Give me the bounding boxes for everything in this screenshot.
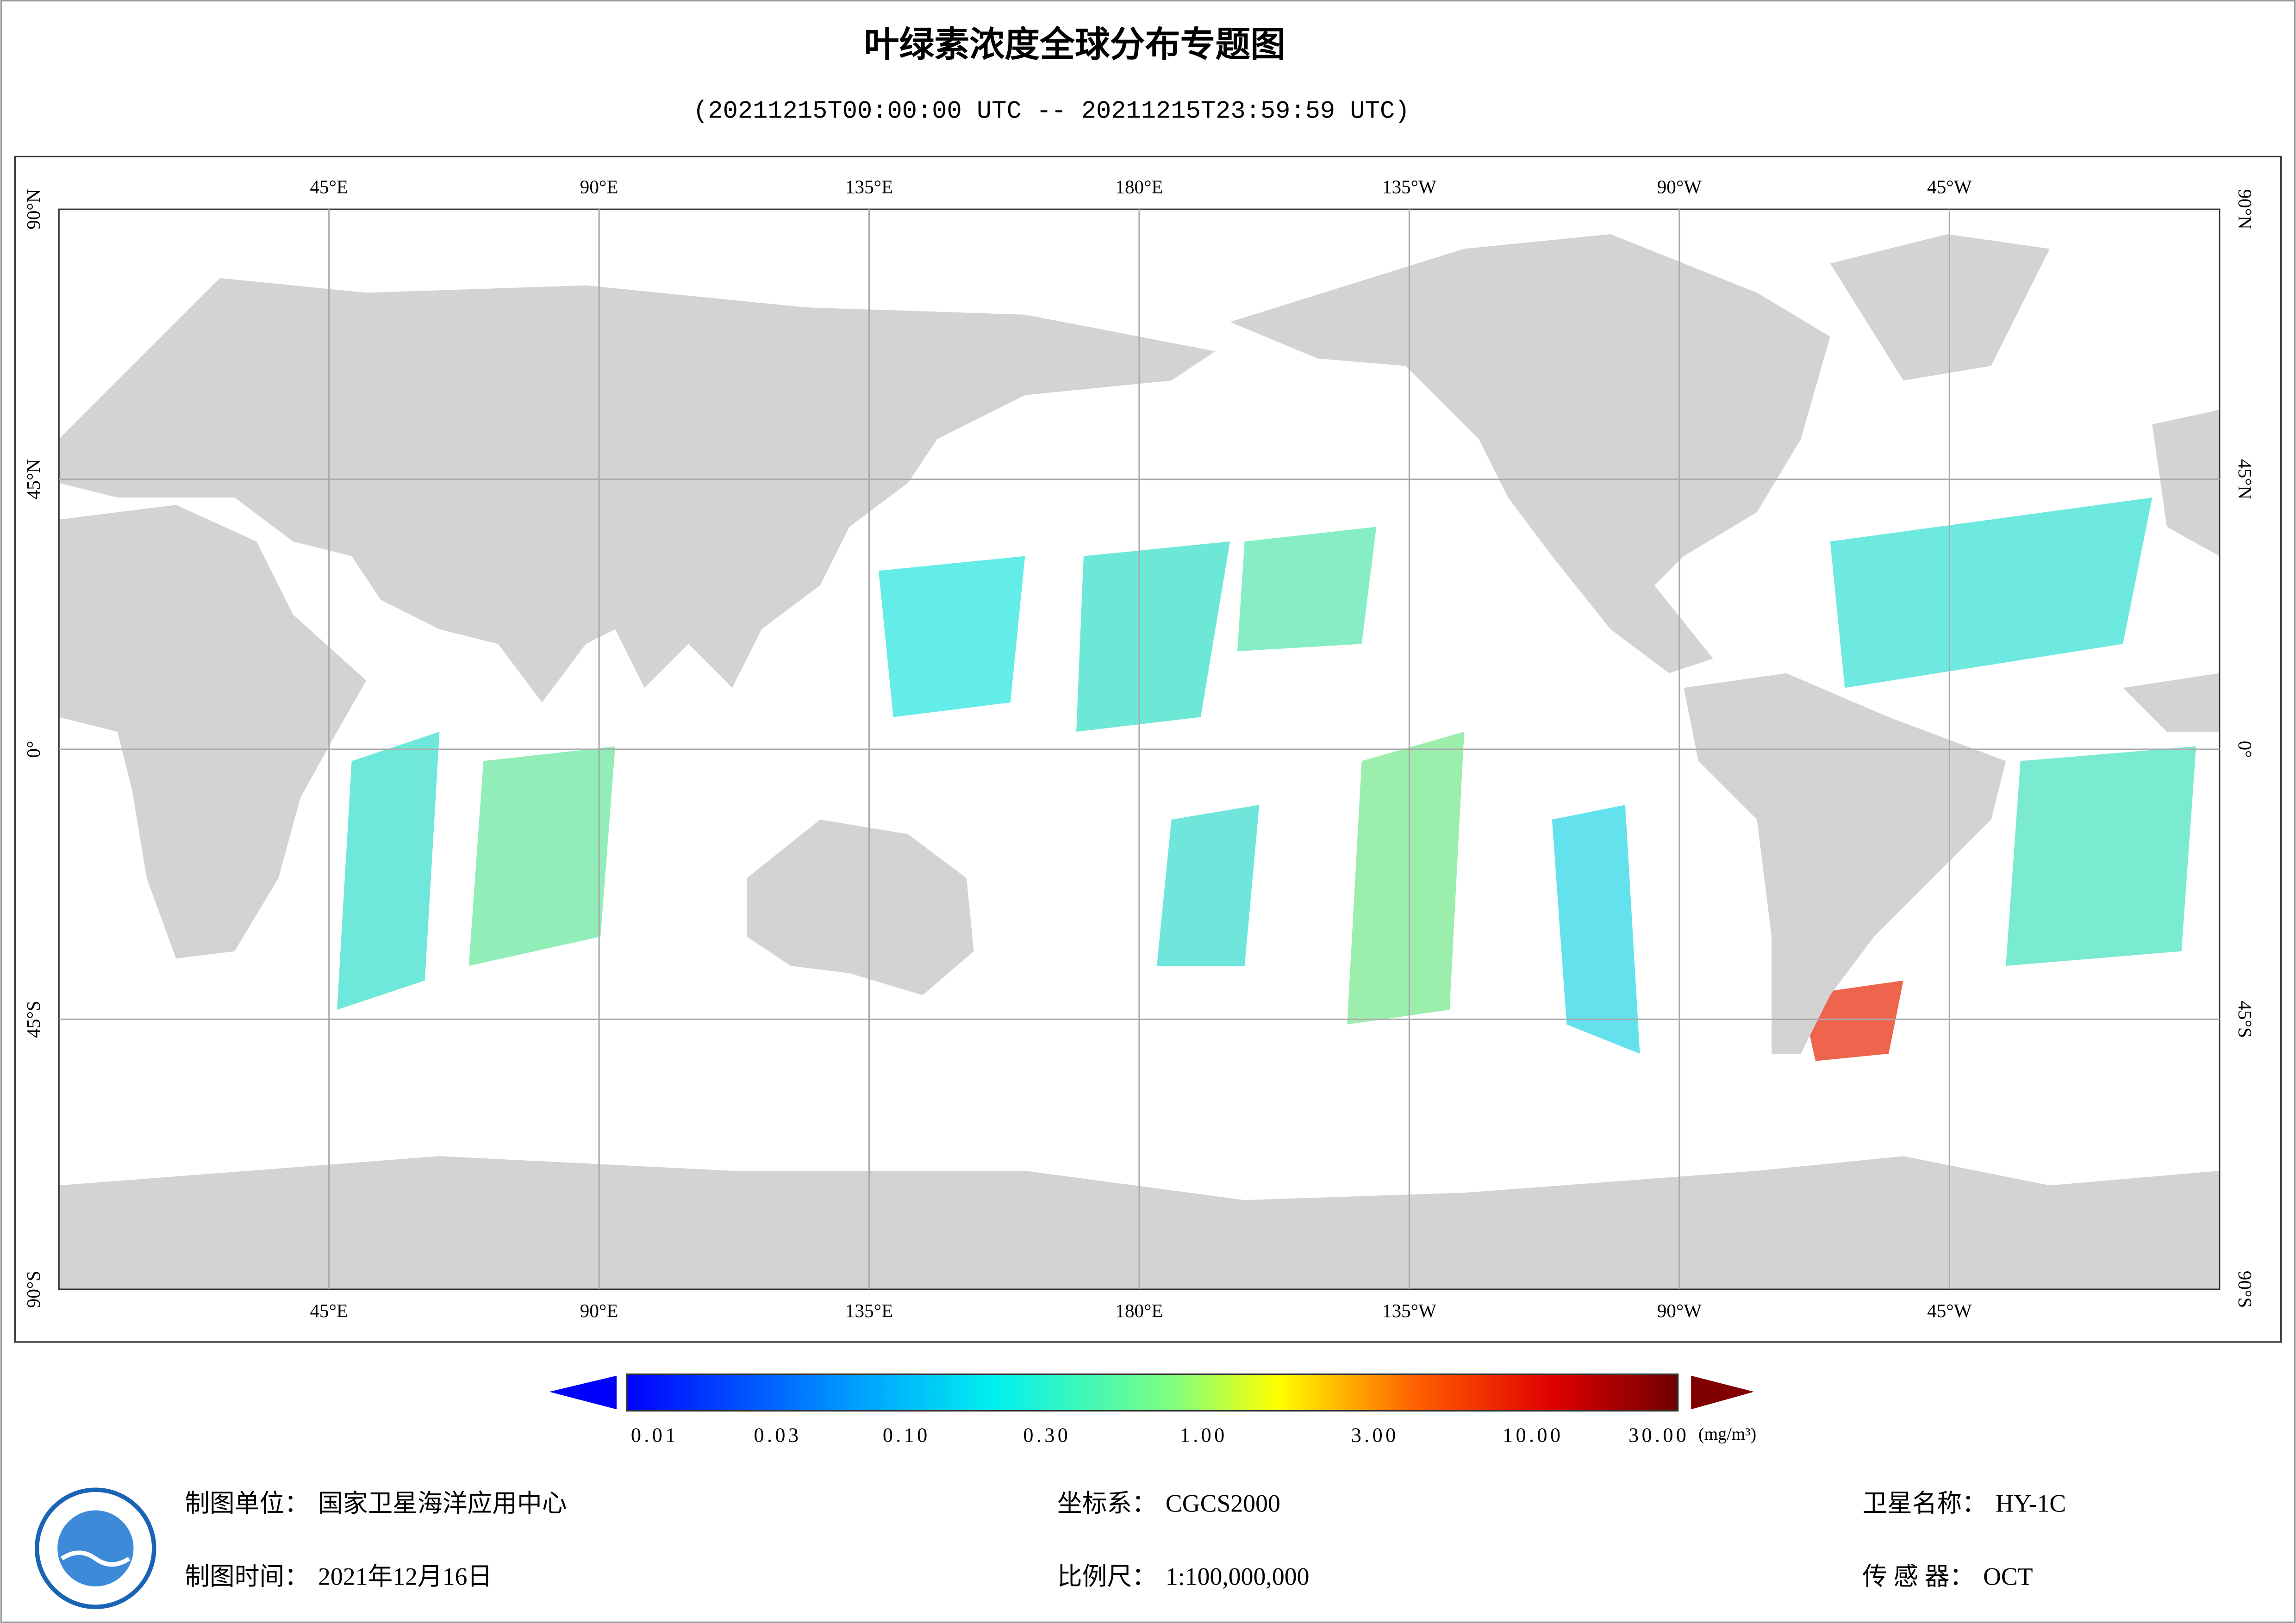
footer-label: 坐标系： [1057, 1489, 1157, 1517]
lat-label-left: 45°N [23, 459, 44, 499]
greenland [1830, 234, 2050, 381]
colorbar-tick-label: 0.03 [754, 1424, 802, 1447]
map-frame [14, 155, 2282, 1343]
title: 叶绿素浓度全球分布专题图 [864, 25, 1286, 64]
lat-label-right: 45°N [2234, 459, 2256, 499]
colorbar-tick-label: 3.00 [1351, 1424, 1399, 1447]
lon-label-top: 90°W [1657, 176, 1702, 197]
swath [1237, 527, 1377, 652]
footer-value: 2021年12月16日 [318, 1562, 492, 1590]
lat-label-left: 0° [23, 741, 44, 758]
lon-label-top: 45°E [310, 176, 348, 197]
swath [1830, 497, 2152, 688]
south-america [1684, 673, 2006, 1054]
lon-label-bottom: 90°E [580, 1300, 618, 1321]
lon-label-bottom: 45°W [1927, 1300, 1972, 1321]
subtitle: (20211215T00:00:00 UTC -- 20211215T23:59… [693, 98, 1410, 126]
footer-value: 国家卫星海洋应用中心 [318, 1489, 567, 1517]
australia [747, 819, 974, 995]
colorbar-tick-label: 1.00 [1180, 1424, 1228, 1447]
lat-label-left: 45°S [23, 1001, 44, 1038]
lat-label-right: 90°S [2234, 1271, 2256, 1308]
colorbar-tick-label: 30.00 [1628, 1424, 1689, 1447]
colorbar-low-arrow [549, 1375, 617, 1410]
colorbar-unit: (mg/m³) [1698, 1424, 1756, 1444]
lon-label-top: 135°W [1382, 176, 1436, 197]
footer-label: 传 感 器： [1862, 1562, 1974, 1590]
colorbar-tick-label: 0.10 [883, 1424, 930, 1447]
footer-label: 卫星名称： [1862, 1489, 1987, 1517]
logo-wave [60, 1550, 131, 1567]
swath [1076, 541, 1230, 732]
lat-label-right: 0° [2234, 741, 2256, 758]
lon-label-top: 90°E [580, 176, 618, 197]
western-europe [2152, 410, 2220, 556]
lon-label-top: 135°E [845, 176, 893, 197]
lon-label-bottom: 45°E [310, 1300, 348, 1321]
lat-label-left: 90°N [23, 189, 44, 230]
eurasia [59, 278, 1216, 703]
lon-label-top: 180°E [1115, 176, 1163, 197]
logo [35, 1487, 156, 1609]
lat-label-left: 90°S [23, 1271, 44, 1308]
chlorophyll-swaths [337, 497, 2196, 1061]
footer-value: CGCS2000 [1166, 1489, 1280, 1517]
swath [1347, 732, 1465, 1025]
footer-value: OCT [1983, 1562, 2033, 1590]
lon-label-top: 45°W [1927, 176, 1972, 197]
swath [468, 746, 615, 966]
west-africa [2123, 673, 2220, 732]
swath [2006, 746, 2196, 966]
colorbar-tick-label: 0.30 [1023, 1424, 1071, 1447]
footer-label: 比例尺： [1057, 1562, 1157, 1590]
colorbar-tick-label: 0.01 [631, 1424, 679, 1447]
africa [59, 504, 367, 959]
colorbar [626, 1373, 1679, 1412]
lat-label-right: 90°N [2234, 189, 2256, 230]
footer-value: HY-1C [1996, 1489, 2066, 1517]
lon-label-bottom: 90°W [1657, 1300, 1702, 1321]
swath [337, 732, 440, 1010]
lon-label-bottom: 135°E [845, 1300, 893, 1321]
colorbar-tick-label: 10.00 [1503, 1424, 1563, 1447]
footer-value: 1:100,000,000 [1166, 1562, 1310, 1590]
footer-label: 制图单位： [185, 1489, 309, 1517]
colorbar-high-arrow [1691, 1375, 1754, 1410]
lon-label-bottom: 135°W [1382, 1300, 1436, 1321]
logo-globe [57, 1510, 134, 1586]
swath [1156, 805, 1260, 966]
swath [879, 556, 1025, 717]
lat-label-right: 45°S [2234, 1001, 2256, 1038]
lon-label-bottom: 180°E [1115, 1300, 1163, 1321]
swath [1552, 805, 1640, 1054]
footer-label: 制图时间： [185, 1562, 309, 1590]
